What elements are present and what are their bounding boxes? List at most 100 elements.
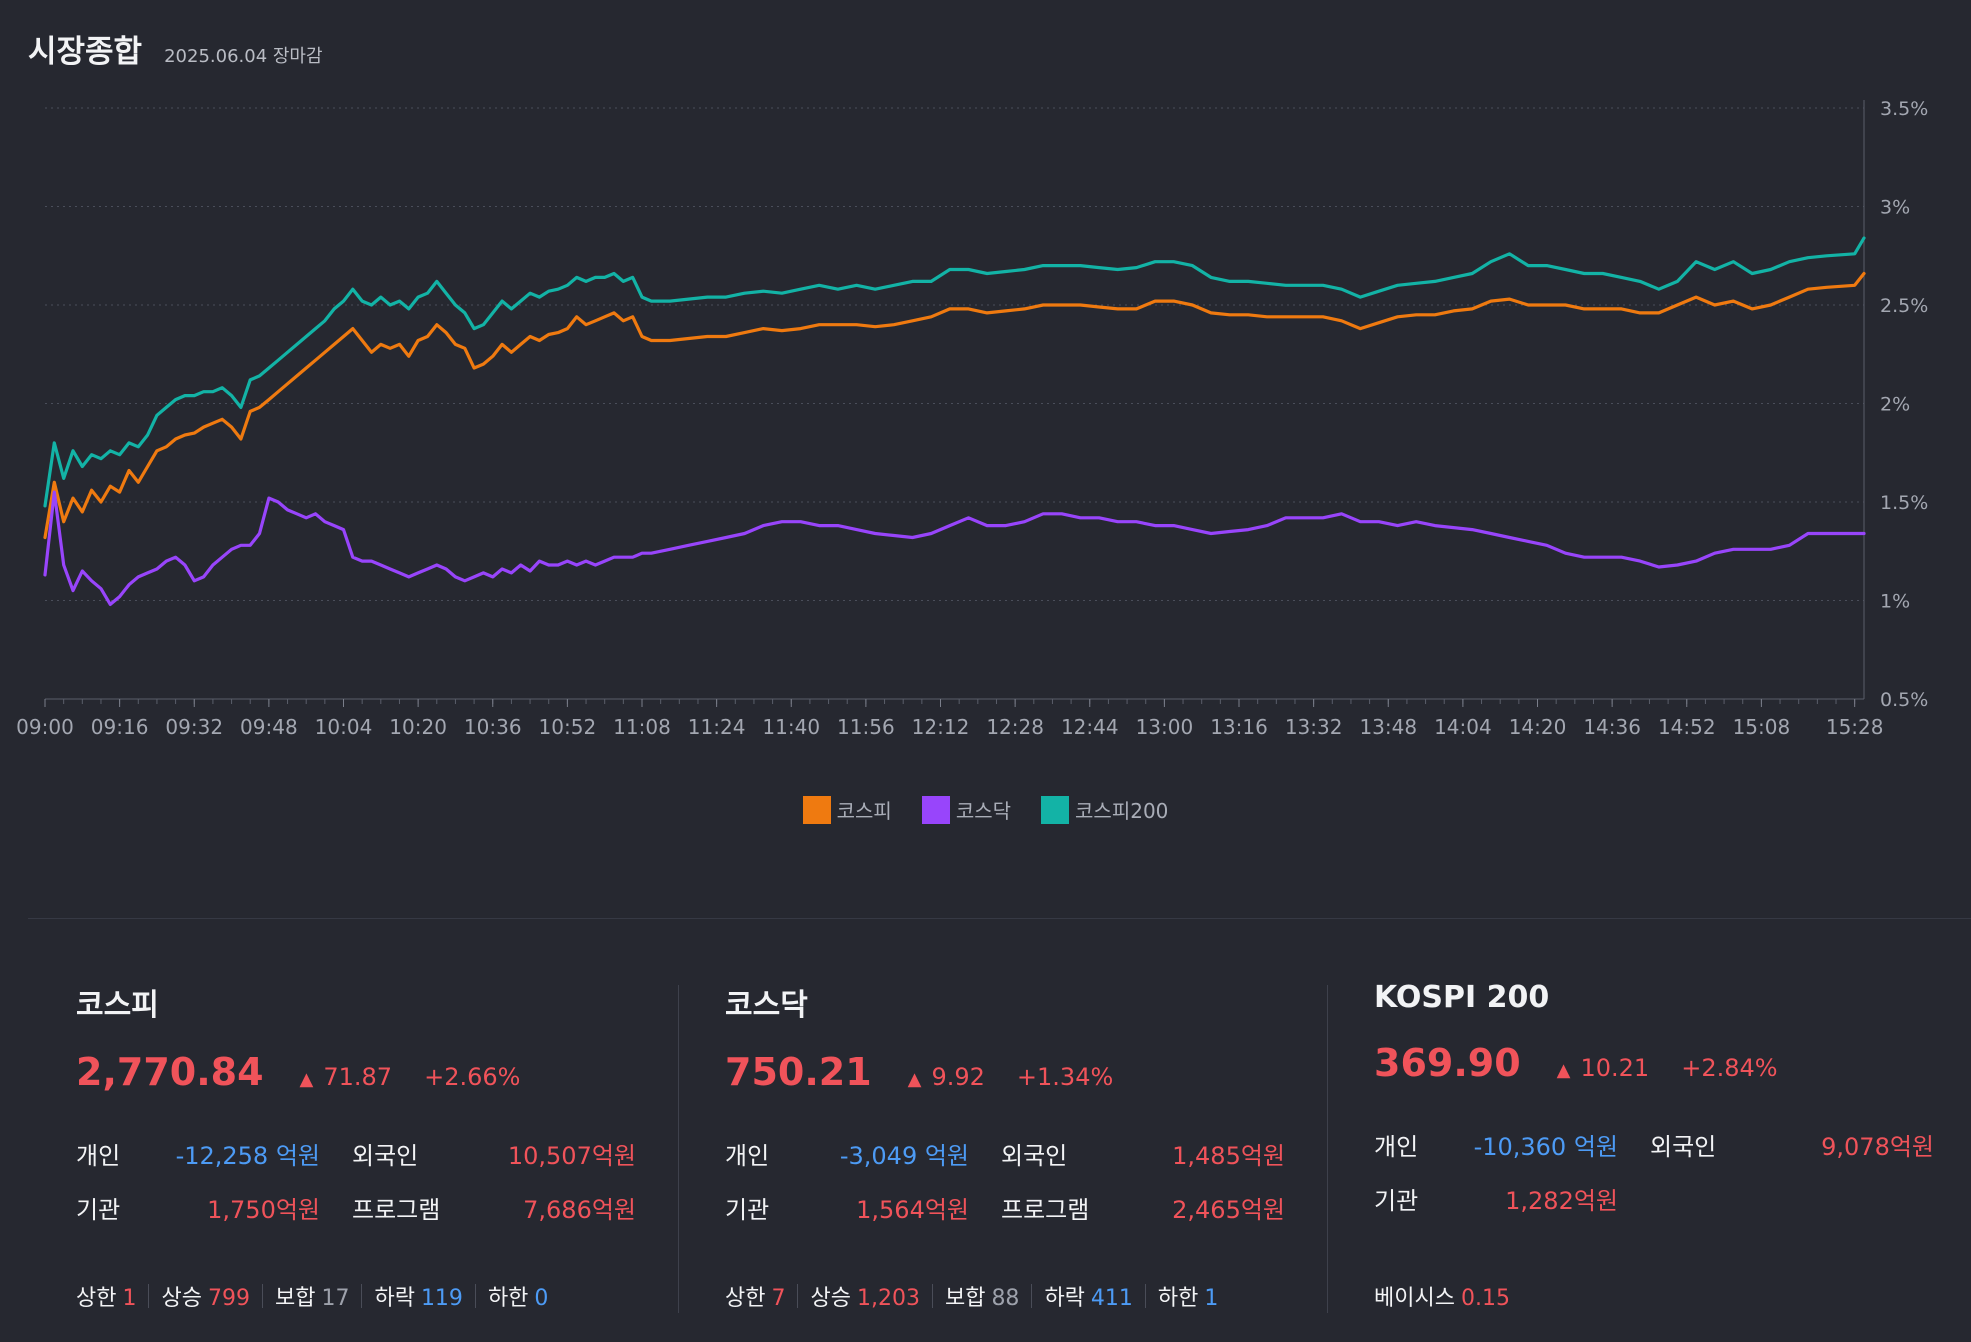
x-tick-label: 09:48 — [240, 715, 298, 739]
investor-label: 기관 — [76, 1196, 121, 1224]
count-rise: 상승 799 — [161, 1286, 250, 1311]
series-line-2 — [43, 490, 1866, 607]
count-upper-limit: 상한 1 — [76, 1286, 137, 1311]
x-tick-label: 15:28 — [1826, 715, 1884, 739]
x-tick-label: 10:36 — [464, 715, 522, 739]
investor-label: 프로그램 — [1001, 1196, 1090, 1224]
count-fall: 하락 411 — [1044, 1286, 1133, 1311]
index-change: 10.21 — [1580, 1054, 1650, 1082]
investor-grid: 개인 -10,360 억원 외국인 9,078억원 기관 1,282억원 — [1374, 1127, 1934, 1223]
investor-value: 1,750억원 — [207, 1196, 320, 1224]
x-tick-label: 13:32 — [1285, 715, 1343, 739]
investor-label: 개인 — [76, 1142, 121, 1170]
index-change: 71.87 — [323, 1063, 393, 1091]
x-tick-label: 10:52 — [539, 715, 597, 739]
x-tick-label: 13:48 — [1359, 715, 1417, 739]
investor-value: 9,078억원 — [1821, 1133, 1934, 1161]
chart-legend: 코스피 코스닥 코스피200 — [0, 795, 1971, 824]
page-header: 시장종합 2025.06.04 장마감 — [28, 26, 323, 71]
x-tick-label: 11:24 — [688, 715, 746, 739]
legend-swatch-kospi200 — [1041, 795, 1070, 824]
count-lower-limit: 하한 1 — [1157, 1286, 1219, 1311]
series-line-1 — [43, 271, 1866, 540]
count-flat: 보합 88 — [944, 1286, 1020, 1311]
y-tick-label: 3.5% — [1880, 98, 1928, 120]
investor-label: 기관 — [725, 1196, 770, 1224]
x-tick-label: 14:36 — [1583, 715, 1641, 739]
investor-value: 1,485억원 — [1172, 1142, 1285, 1170]
investor-label: 프로그램 — [352, 1196, 441, 1224]
advance-decline-counts: 상한 1 상승 799 보합 17 하락 119 하한 0 — [76, 1280, 548, 1312]
investor-value: -3,049 억원 — [839, 1142, 969, 1170]
investor-label: 기관 — [1374, 1187, 1419, 1215]
x-tick-label: 14:20 — [1509, 715, 1567, 739]
up-arrow-icon: ▲ — [1556, 1060, 1571, 1081]
series-line-3 — [43, 236, 1866, 508]
x-tick-label: 13:16 — [1210, 715, 1268, 739]
price-row: 369.90 ▲ 10.21 +2.84% — [1374, 1041, 1934, 1085]
y-tick-label: 1.5% — [1880, 492, 1928, 514]
x-tick-label: 09:16 — [91, 715, 149, 739]
x-tick-label: 12:12 — [912, 715, 970, 739]
investor-value: -10,360 억원 — [1473, 1133, 1618, 1161]
price-row: 750.21 ▲ 9.92 +1.34% — [725, 1050, 1285, 1094]
x-tick-label: 12:44 — [1061, 715, 1119, 739]
y-tick-label: 3% — [1880, 197, 1910, 219]
index-name: 코스닥 — [725, 988, 808, 1023]
count-fall: 하락 119 — [374, 1286, 463, 1311]
index-price: 2,770.84 — [76, 1050, 264, 1094]
price-row: 2,770.84 ▲ 71.87 +2.66% — [76, 1050, 636, 1094]
index-change-pct: +2.66% — [424, 1063, 521, 1091]
up-arrow-icon: ▲ — [907, 1069, 922, 1090]
y-tick-label: 0.5% — [1880, 689, 1928, 711]
x-tick-label: 09:00 — [16, 715, 74, 739]
investor-grid: 개인 -3,049 억원 외국인 1,485억원 기관 1,564억원 프로그램… — [725, 1136, 1285, 1232]
x-tick-label: 11:08 — [613, 715, 671, 739]
legend-item-kospi[interactable]: 코스피 — [802, 795, 892, 824]
panel-divider — [678, 985, 679, 1313]
market-close-date: 2025.06.04 장마감 — [164, 46, 323, 67]
up-arrow-icon: ▲ — [299, 1069, 314, 1090]
legend-label-kospi200: 코스피200 — [1075, 799, 1169, 823]
investor-value: 1,282억원 — [1505, 1187, 1618, 1215]
count-flat: 보합 17 — [274, 1286, 350, 1311]
legend-item-kosdaq[interactable]: 코스닥 — [921, 795, 1012, 824]
advance-decline-counts: 상한 7 상승 1,203 보합 88 하락 411 하한 1 — [725, 1280, 1218, 1312]
legend-label-kosdaq: 코스닥 — [955, 799, 1012, 823]
investor-value: -12,258 억원 — [175, 1142, 320, 1170]
investor-label: 개인 — [1374, 1133, 1419, 1161]
legend-swatch-kosdaq — [921, 795, 950, 824]
count-upper-limit: 상한 7 — [725, 1286, 786, 1311]
legend-swatch-kospi — [802, 795, 831, 824]
count-lower-limit: 하한 0 — [487, 1286, 549, 1311]
x-tick-label: 11:56 — [837, 715, 895, 739]
index-change-pct: +1.34% — [1016, 1063, 1114, 1091]
investor-label: 외국인 — [1650, 1133, 1717, 1161]
investor-label: 외국인 — [352, 1142, 419, 1170]
page-title: 시장종합 — [28, 34, 143, 70]
x-tick-label: 11:40 — [762, 715, 820, 739]
x-tick-label: 10:04 — [315, 715, 373, 739]
x-tick-label: 12:28 — [986, 715, 1044, 739]
x-tick-label: 10:20 — [389, 715, 447, 739]
investor-grid: 개인 -12,258 억원 외국인 10,507억원 기관 1,750억원 프로… — [76, 1136, 636, 1232]
x-tick-label: 14:52 — [1658, 715, 1716, 739]
x-tick-label: 14:04 — [1434, 715, 1492, 739]
index-name: KOSPI 200 — [1374, 980, 1550, 1015]
index-panel-kospi200[interactable]: KOSPI 200 369.90 ▲ 10.21 +2.84% 개인 -10,3… — [1374, 980, 1934, 1311]
investor-value: 7,686억원 — [523, 1196, 636, 1224]
legend-label-kospi: 코스피 — [836, 799, 892, 823]
index-price: 369.90 — [1374, 1041, 1521, 1085]
legend-item-kospi200[interactable]: 코스피200 — [1041, 795, 1168, 824]
index-panel-kospi[interactable]: 코스피 2,770.84 ▲ 71.87 +2.66% 개인 -12,258 억… — [76, 980, 636, 1311]
index-panel-kosdaq[interactable]: 코스닥 750.21 ▲ 9.92 +1.34% 개인 -3,049 억원 외국… — [725, 980, 1285, 1311]
y-tick-label: 2.5% — [1880, 295, 1928, 317]
count-rise: 상승 1,203 — [810, 1286, 920, 1311]
basis-value: 베이시스 0.15 — [1374, 1286, 1510, 1311]
index-change-pct: +2.84% — [1681, 1054, 1778, 1082]
investor-value: 1,564억원 — [856, 1196, 969, 1224]
y-tick-label: 1% — [1880, 591, 1910, 613]
investor-label: 외국인 — [1001, 1142, 1068, 1170]
index-price: 750.21 — [725, 1050, 872, 1094]
x-tick-label: 15:08 — [1733, 715, 1791, 739]
